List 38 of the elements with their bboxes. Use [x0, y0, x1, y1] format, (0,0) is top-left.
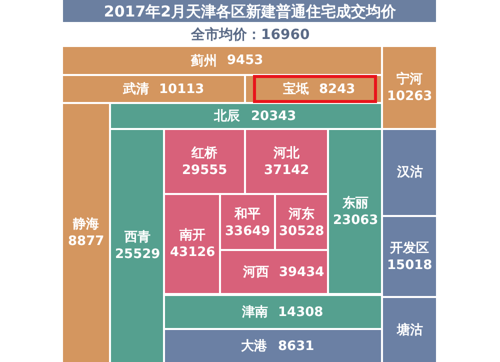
data-label: 39434 — [279, 265, 324, 280]
category-label: 塘沽 — [396, 322, 423, 338]
category-label: 宁河 — [396, 71, 423, 87]
category-label: 红桥 — [190, 146, 219, 161]
category-label: 大港 — [241, 339, 268, 354]
data-label: 37142 — [264, 162, 310, 178]
data-label: 8243 — [319, 82, 356, 97]
data-label: 33649 — [225, 224, 270, 239]
category-label: 河东 — [288, 206, 315, 222]
category-label: 南开 — [178, 228, 206, 243]
data-label: 8877 — [68, 234, 104, 249]
data-label: 9453 — [227, 53, 264, 68]
data-label: 30528 — [279, 224, 324, 239]
data-label: 10263 — [387, 88, 432, 104]
category-label: 武清 — [122, 82, 149, 97]
category-label: 开发区 — [389, 241, 430, 256]
data-label: 25529 — [115, 246, 160, 262]
category-label: 和平 — [234, 206, 261, 222]
category-label: 东丽 — [342, 195, 369, 211]
category-label: 宝坻 — [283, 81, 309, 97]
data-label: 23063 — [333, 212, 378, 228]
category-label: 静海 — [72, 217, 100, 232]
text: 2017年2月天津各区新建普通住宅成交均价 — [104, 2, 398, 20]
data-label: 43126 — [170, 244, 216, 260]
category-label: 河北 — [272, 146, 301, 161]
category-label: 蓟州 — [190, 53, 217, 69]
data-label: 20343 — [251, 109, 296, 124]
data-label: 8631 — [278, 339, 314, 354]
data-label: 29555 — [182, 162, 228, 178]
category-label: 西青 — [124, 230, 151, 245]
category-label: 河西 — [242, 265, 269, 280]
category-label: 津南 — [241, 305, 268, 320]
category-label: 汉沽 — [396, 165, 423, 180]
data-label: 14308 — [278, 305, 324, 320]
category-label: 北辰 — [213, 109, 241, 124]
data-label: 15018 — [387, 258, 432, 273]
data-label: 10113 — [159, 82, 204, 97]
text: 全市均价：16960 — [190, 26, 310, 43]
